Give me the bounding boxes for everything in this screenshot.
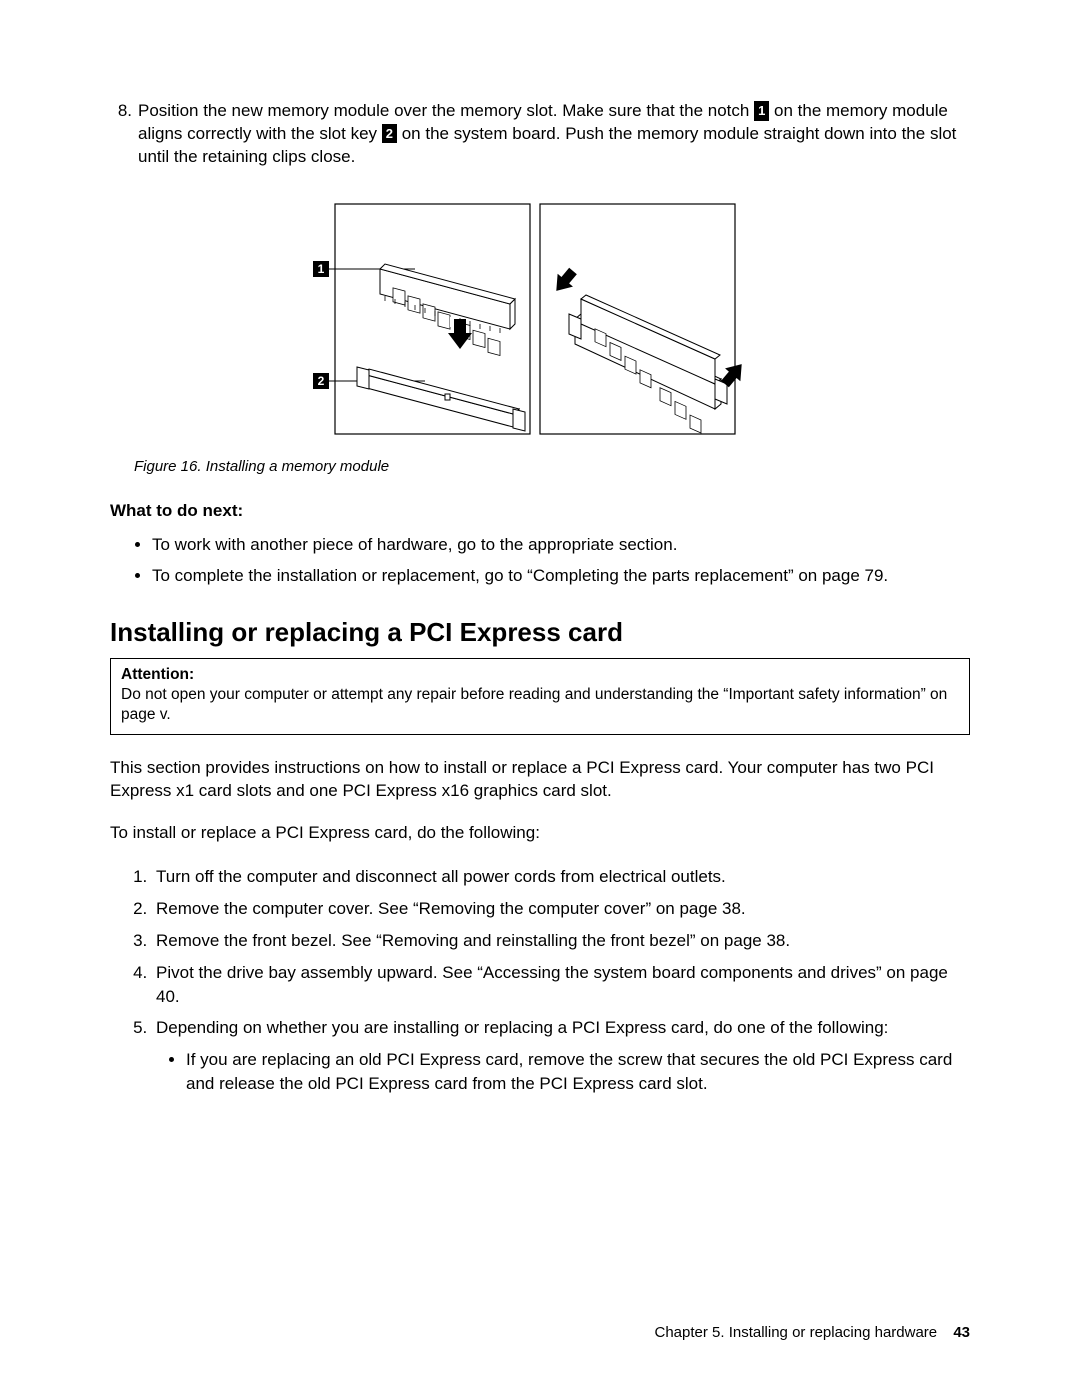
list-item: To complete the installation or replacem… — [152, 562, 970, 589]
attention-text: Do not open your computer or attempt any… — [121, 686, 947, 723]
lead-paragraph: To install or replace a PCI Express card… — [110, 822, 970, 845]
section-heading: Installing or replacing a PCI Express ca… — [110, 617, 970, 648]
procedure-list: Turn off the computer and disconnect all… — [110, 865, 970, 1095]
what-next-list: To work with another piece of hardware, … — [110, 531, 970, 589]
sub-list: If you are replacing an old PCI Express … — [156, 1048, 970, 1096]
page-number: 43 — [953, 1324, 970, 1341]
list-item: To work with another piece of hardware, … — [152, 531, 970, 558]
step8-text-a: Position the new memory module over the … — [138, 101, 754, 120]
list-item: Turn off the computer and disconnect all… — [152, 865, 970, 889]
figure-16: 1 2 — [110, 199, 970, 444]
step-text: Position the new memory module over the … — [138, 100, 970, 169]
step-number: 8. — [110, 100, 138, 169]
callout-2: 2 — [382, 124, 397, 144]
list-item: If you are replacing an old PCI Express … — [186, 1048, 970, 1096]
list-item: Depending on whether you are installing … — [152, 1016, 970, 1095]
what-to-do-next-heading: What to do next: — [110, 501, 970, 521]
figure-caption: Figure 16. Installing a memory module — [134, 458, 970, 475]
list-item: Remove the computer cover. See “Removing… — [152, 897, 970, 921]
callout-1: 1 — [754, 101, 769, 121]
page-footer: Chapter 5. Installing or replacing hardw… — [654, 1324, 970, 1341]
intro-paragraph: This section provides instructions on ho… — [110, 757, 970, 803]
step5-text: Depending on whether you are installing … — [156, 1018, 888, 1037]
list-item: Pivot the drive bay assembly upward. See… — [152, 961, 970, 1009]
attention-label: Attention: — [121, 666, 194, 683]
attention-box: Attention: Do not open your computer or … — [110, 658, 970, 734]
diagram-callout-2: 2 — [318, 374, 325, 388]
memory-module-diagram: 1 2 — [305, 199, 775, 439]
footer-chapter: Chapter 5. Installing or replacing hardw… — [654, 1324, 937, 1341]
list-item: Remove the front bezel. See “Removing an… — [152, 929, 970, 953]
diagram-callout-1: 1 — [318, 262, 325, 276]
step-8: 8. Position the new memory module over t… — [110, 100, 970, 169]
